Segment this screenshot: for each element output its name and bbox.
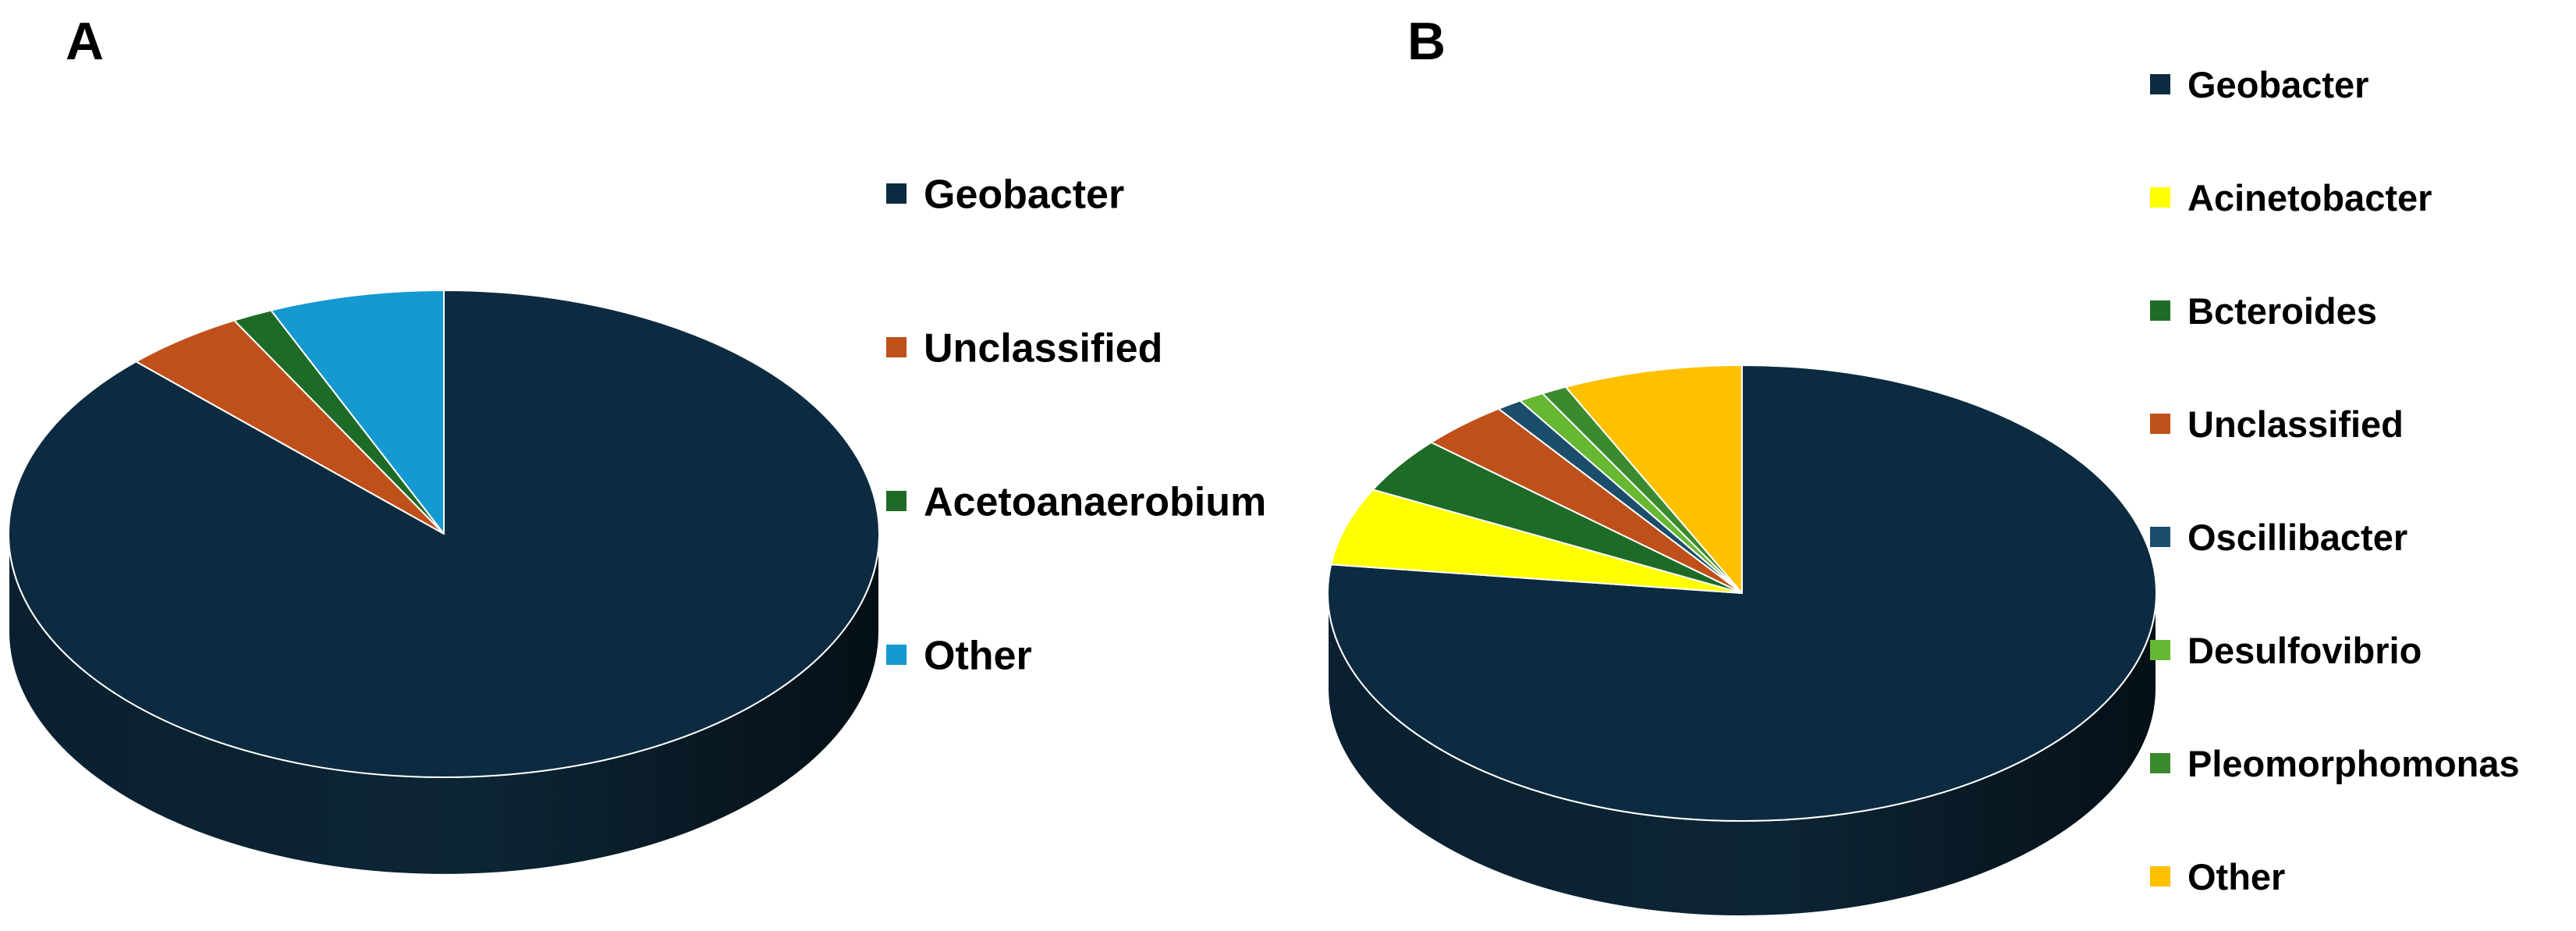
pie-chart-a: Geobacter Unclassified Acetoanaerobium Othe… xyxy=(8,172,1266,876)
legend-swatch-unclassified xyxy=(886,337,907,357)
pie-slice-other xyxy=(1564,364,1743,594)
legend-label-unclassified: Unclassified xyxy=(924,326,1162,371)
pie-slice-other xyxy=(270,290,445,535)
legend-swatch-other xyxy=(886,645,907,665)
legend-label-pleomorphomonas: Pleomorphomonas xyxy=(2187,743,2520,784)
legend-swatch-acetoanaerobium xyxy=(886,491,907,511)
legend-swatch-other xyxy=(2150,866,2170,887)
legend-label-other: Other xyxy=(2187,856,2285,897)
legend-label-oscillibacter: Oscillibacter xyxy=(2187,517,2407,558)
legend-label-acinetobacter: Acinetobacter xyxy=(2187,177,2432,219)
legend-label-unclassified: Unclassified xyxy=(2187,403,2404,445)
legend-swatch-unclassified xyxy=(2150,414,2170,434)
legend-swatch-desulfovibrio xyxy=(2150,640,2170,660)
legend-label-bcteroides: Bcteroides xyxy=(2187,290,2377,332)
legend-swatch-acinetobacter xyxy=(2150,187,2170,208)
pie-slice-unclassified xyxy=(135,319,445,535)
panel-label-b: B xyxy=(1407,12,1446,71)
panel-label-a: A xyxy=(66,12,104,71)
pie-chart-b: Geobacter Acinetobacter Bcteroides Unclassi… xyxy=(1327,64,2520,917)
legend-label-geobacter: Geobacter xyxy=(924,172,1124,218)
legend-swatch-oscillibacter xyxy=(2150,527,2170,547)
legend-label-geobacter: Geobacter xyxy=(2187,64,2368,105)
pie-slice-acinetobacter xyxy=(1330,489,1743,594)
legend-swatch-pleomorphomonas xyxy=(2150,753,2170,773)
legend-label-acetoanaerobium: Acetoanaerobium xyxy=(924,480,1266,525)
legend-swatch-bcteroides xyxy=(2150,300,2170,321)
legend-label-other: Other xyxy=(924,634,1032,679)
legend-swatch-geobacter xyxy=(2150,74,2170,94)
legend-label-desulfovibrio: Desulfovibrio xyxy=(2187,630,2422,671)
legend-swatch-geobacter xyxy=(886,183,907,204)
